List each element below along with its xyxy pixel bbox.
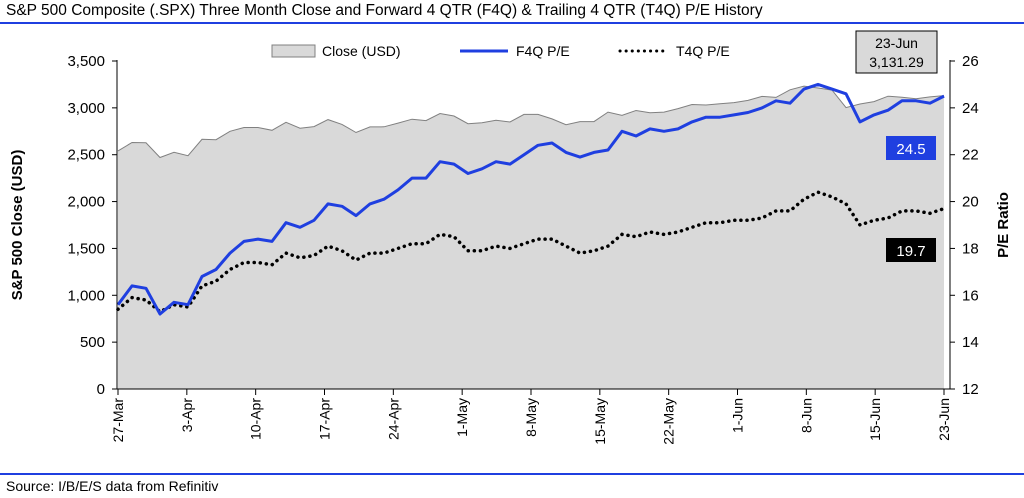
- x-tick-label: 22-May: [661, 398, 677, 445]
- right-tick-label: 14: [962, 334, 979, 351]
- right-axis: 12 14 16 18 20 22 24 26: [949, 53, 979, 398]
- close-outline: [117, 85, 945, 159]
- left-tick-label: 0: [97, 381, 105, 398]
- left-tick-label: 1,000: [67, 287, 105, 304]
- f4q-pe-line: [116, 82, 945, 316]
- plot-area: [116, 82, 946, 389]
- x-tick-label: 8-May: [523, 398, 539, 437]
- t4q-pe-line: [116, 190, 946, 314]
- x-tick-label: 15-May: [592, 398, 608, 445]
- left-tick-label: 500: [80, 334, 105, 351]
- f4q-callout-box: [886, 136, 936, 160]
- close-area: [118, 86, 944, 389]
- close-callout-box: [855, 30, 938, 74]
- t4q-callout-value: 19.7: [896, 243, 925, 260]
- close-callout-date: 23-Jun: [875, 35, 918, 51]
- source-note: Source: I/B/E/S data from Refinitiv: [6, 478, 219, 494]
- legend-label-f4q: F4Q P/E: [516, 43, 570, 59]
- legend-label-t4q: T4Q P/E: [676, 43, 730, 59]
- x-tick-label: 17-Apr: [317, 398, 333, 440]
- right-tick-label: 24: [962, 100, 979, 117]
- right-tick-label: 16: [962, 287, 979, 304]
- left-axis-ticks: 0 500 1,000 1,500 2,000 2,500 3,000 3,500: [67, 53, 117, 398]
- right-tick-label: 12: [962, 381, 979, 398]
- left-tick-label: 2,500: [67, 147, 105, 164]
- x-tick-label: 23-Jun: [936, 398, 952, 441]
- close-callout-value: 3,131.29: [869, 54, 924, 70]
- right-tick-label: 18: [962, 240, 979, 257]
- left-axis-title: S&P 500 Close (USD): [9, 150, 26, 301]
- x-axis: 27-Mar 3-Apr 10-Apr 17-Apr 24-Apr 1-May 8-May 1…: [110, 388, 952, 445]
- left-tick-label: 3,500: [67, 53, 105, 70]
- left-tick-label: 2,000: [67, 194, 105, 211]
- f4q-callout-value: 24.5: [896, 141, 925, 158]
- left-tick-label: 1,500: [67, 240, 105, 257]
- right-tick-label: 20: [962, 194, 979, 211]
- x-tick-label: 1-May: [454, 398, 470, 437]
- legend-swatch-close: [271, 44, 316, 58]
- x-tick-label: 24-Apr: [385, 398, 401, 440]
- legend-label-close: Close (USD): [322, 43, 401, 59]
- chart-title: S&P 500 Composite (.SPX) Three Month Clo…: [6, 2, 763, 19]
- left-axis: 0 500 1,000 1,500 2,000 2,500 3,000 3,500: [67, 53, 118, 398]
- x-tick-label: 3-Apr: [179, 398, 195, 433]
- right-tick-label: 22: [962, 147, 979, 164]
- x-tick-label: 1-Jun: [730, 398, 746, 433]
- right-axis-ticks: 12 14 16 18 20 22 24 26: [950, 53, 979, 398]
- x-axis-ticks: 27-Mar 3-Apr 10-Apr 17-Apr 24-Apr 1-May 8-May 1…: [110, 389, 952, 445]
- legend: Close (USD) F4Q P/E T4Q P/E: [271, 43, 730, 59]
- x-tick-label: 27-Mar: [110, 398, 126, 443]
- right-tick-label: 26: [962, 53, 979, 70]
- right-axis-title: P/E Ratio: [995, 192, 1012, 258]
- x-tick-label: 15-Jun: [867, 398, 883, 441]
- close-callout: 23-Jun 3,131.29: [855, 30, 938, 74]
- x-tick-label: 8-Jun: [798, 398, 814, 433]
- f4q-callout: 24.5: [886, 136, 936, 160]
- t4q-callout-box: [886, 238, 936, 262]
- left-tick-label: 3,000: [67, 100, 105, 117]
- x-tick-label: 10-Apr: [248, 398, 264, 440]
- t4q-callout: 19.7: [886, 238, 936, 262]
